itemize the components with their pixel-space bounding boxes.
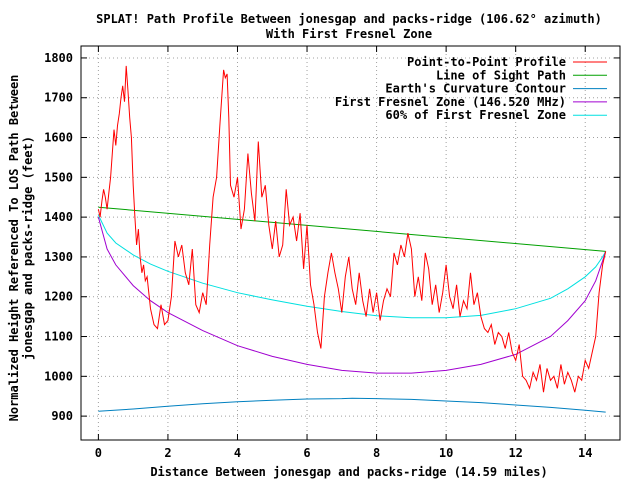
x-tick-label: 2 — [164, 446, 171, 460]
chart-title: SPLAT! Path Profile Between jonesgap and… — [96, 12, 602, 26]
legend-label: Earth's Curvature Contour — [385, 82, 566, 96]
y-axis-label-line2: jonesgap and packs-ridge (feet) — [21, 136, 35, 360]
axis-ticks: 0 2 4 6 8 10 12 14 900 1000 1100 1200 1300 1400 1500 16… — [44, 46, 620, 460]
plot-frame — [80, 45, 621, 441]
x-tick-label: 10 — [439, 446, 453, 460]
legend-label: First Fresnel Zone (146.520 MHz) — [335, 95, 566, 109]
y-tick-label: 1200 — [44, 290, 73, 304]
plot-series — [97, 65, 607, 413]
series-line-point-to-point-profile — [97, 65, 607, 393]
y-tick-label: 1300 — [44, 250, 73, 264]
series-line-60-of-first-fresnel-zone — [97, 214, 607, 319]
series-line-line-of-sight-path — [98, 206, 606, 252]
y-tick-label: 900 — [51, 409, 73, 423]
y-tick-label: 1400 — [44, 210, 73, 224]
legend-label: Line of Sight Path — [436, 68, 566, 82]
grid-lines — [81, 46, 620, 440]
series-line-first-fresnel-zone-146-520-mhz — [97, 216, 607, 374]
y-tick-label: 1500 — [44, 170, 73, 184]
y-tick-label: 1100 — [44, 330, 73, 344]
x-tick-label: 0 — [95, 446, 102, 460]
x-tick-label: 6 — [303, 446, 310, 460]
x-tick-label: 14 — [578, 446, 592, 460]
y-tick-label: 1700 — [44, 91, 73, 105]
legend-label: 60% of First Fresnel Zone — [385, 108, 566, 122]
y-tick-label: 1000 — [44, 369, 73, 383]
y-tick-label: 1800 — [44, 51, 73, 65]
chart-subtitle: With First Fresnel Zone — [266, 27, 432, 41]
series-line-earth-s-curvature-contour — [98, 397, 606, 413]
x-tick-label: 4 — [234, 446, 241, 460]
x-tick-label: 8 — [373, 446, 380, 460]
x-tick-label: 12 — [508, 446, 522, 460]
x-axis-label: Distance Between jonesgap and packs-ridg… — [150, 465, 547, 479]
y-axis-label-line1: Normalized Height Referenced To LOS Path… — [7, 75, 21, 422]
legend-label: Point-to-Point Profile — [407, 55, 566, 69]
y-tick-label: 1600 — [44, 131, 73, 145]
